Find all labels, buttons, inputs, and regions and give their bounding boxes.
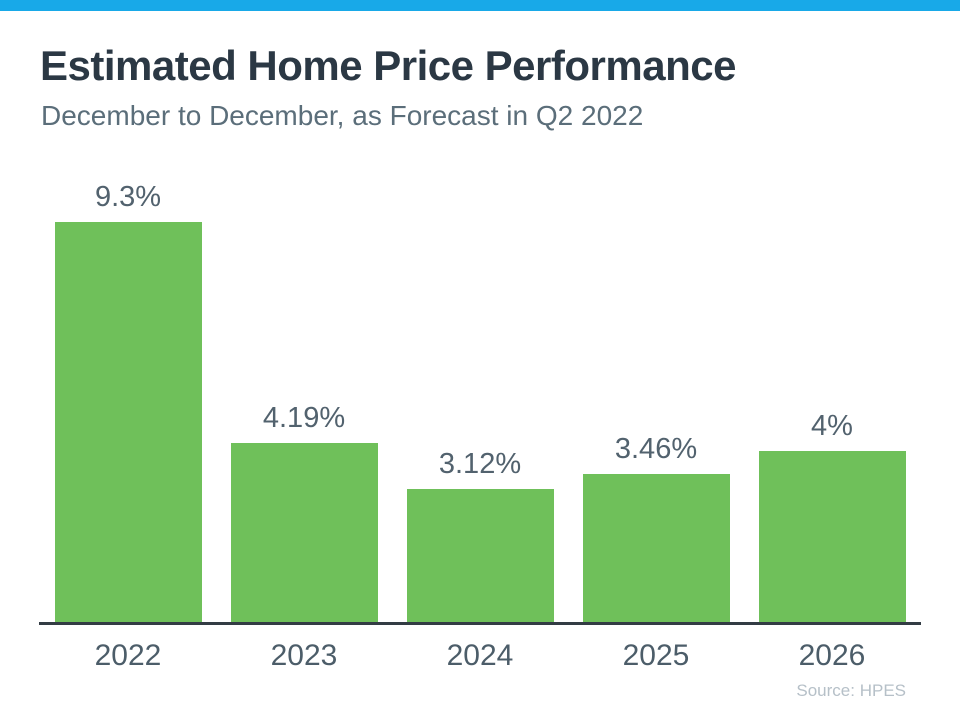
x-axis-label-2023: 2023 [270,639,338,672]
x-axis-label-2026: 2026 [798,639,866,672]
x-axis-line [39,622,921,625]
bar-2022 [54,222,202,624]
top-accent-strip [0,0,960,11]
bar-value-label: 4.19% [262,402,346,435]
page-subtitle: December to December, as Forecast in Q2 … [41,100,644,131]
bar-column-2026: 4% [744,160,920,624]
bar-value-label: 3.12% [438,448,522,481]
bar-chart: 9.3% 4.19% 3.12% 3.46% 4% [40,160,920,624]
bar-column-2025: 3.46% [568,160,744,624]
bar-2024 [406,489,554,624]
x-axis-label-2025: 2025 [622,639,690,672]
bar-column-2022: 9.3% [40,160,216,624]
bar-2026 [758,451,906,624]
page-title: Estimated Home Price Performance [40,42,736,89]
bar-2025 [582,474,730,624]
x-axis-label-2024: 2024 [446,639,514,672]
bar-value-label: 4% [811,410,853,443]
bar-value-label: 3.46% [614,433,698,466]
x-axis-label-2022: 2022 [94,639,162,672]
bar-column-2023: 4.19% [216,160,392,624]
x-axis-labels: 2022 2023 2024 2025 2026 [40,639,920,673]
bar-column-2024: 3.12% [392,160,568,624]
bar-value-label: 9.3% [94,181,162,214]
bar-2023 [230,443,378,624]
source-note: Source: HPES [796,681,906,700]
